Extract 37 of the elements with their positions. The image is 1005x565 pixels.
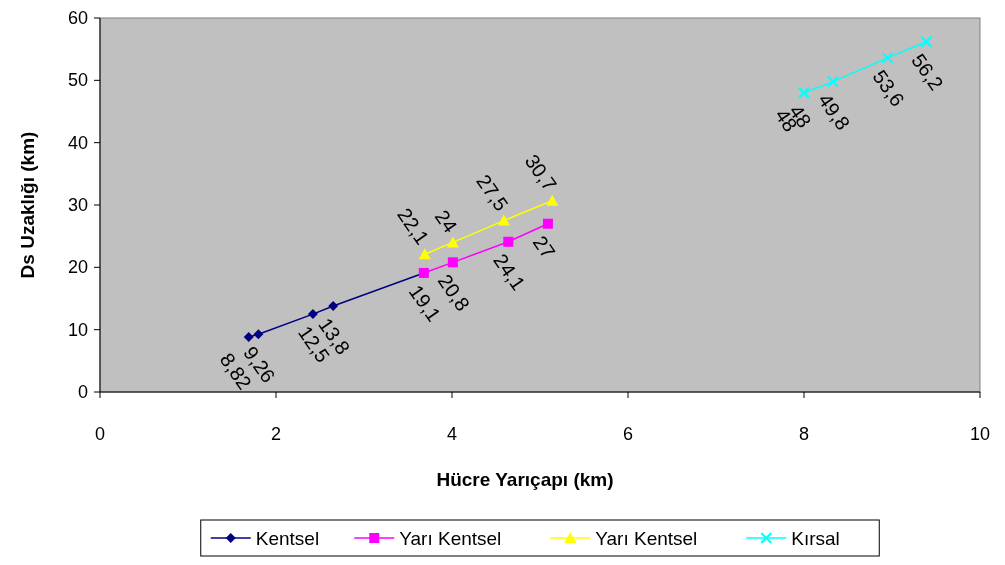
y-axis-title: Ds Uzaklığı (km): [17, 131, 38, 279]
point: [881, 51, 894, 64]
x-axis-title: Hücre Yarıçapı (km): [436, 469, 614, 490]
y-tick-label: 10: [67, 319, 88, 340]
y-tick-label: 20: [67, 257, 88, 278]
y-tick-label: 60: [67, 8, 88, 28]
point: [243, 332, 254, 343]
point: [328, 300, 339, 311]
point: [446, 236, 459, 248]
point: [253, 329, 264, 340]
x-tick-label: 8: [798, 424, 810, 444]
x-tick-label: 2: [270, 424, 282, 444]
point: [497, 214, 510, 226]
x-tick-label: 0: [94, 424, 106, 444]
legend-label: Yarı Kentsel: [595, 528, 698, 549]
data-label: 30,7: [520, 150, 562, 195]
data-label: 27: [528, 231, 560, 263]
data-label: 49,8: [813, 89, 855, 135]
x-tick-label: 6: [622, 424, 634, 444]
point: [920, 35, 933, 48]
legend-label: Kırsal: [791, 528, 840, 549]
point: [418, 248, 431, 260]
point: [503, 236, 514, 247]
point: [307, 309, 318, 320]
y-tick-label: 0: [77, 382, 88, 402]
x-tick-label: 10: [969, 424, 991, 444]
y-tick-label: 50: [67, 70, 88, 91]
x-tick-label: 4: [446, 424, 458, 444]
point: [447, 257, 458, 268]
point: [546, 194, 559, 206]
data-label: 24: [430, 205, 462, 237]
point: [827, 75, 840, 88]
y-tick-label: 30: [67, 195, 88, 215]
y-tick-label: 40: [67, 132, 88, 153]
legend-label: Kentsel: [255, 528, 320, 549]
legend-label: Yarı Kentsel: [399, 528, 502, 549]
point: [542, 218, 553, 229]
